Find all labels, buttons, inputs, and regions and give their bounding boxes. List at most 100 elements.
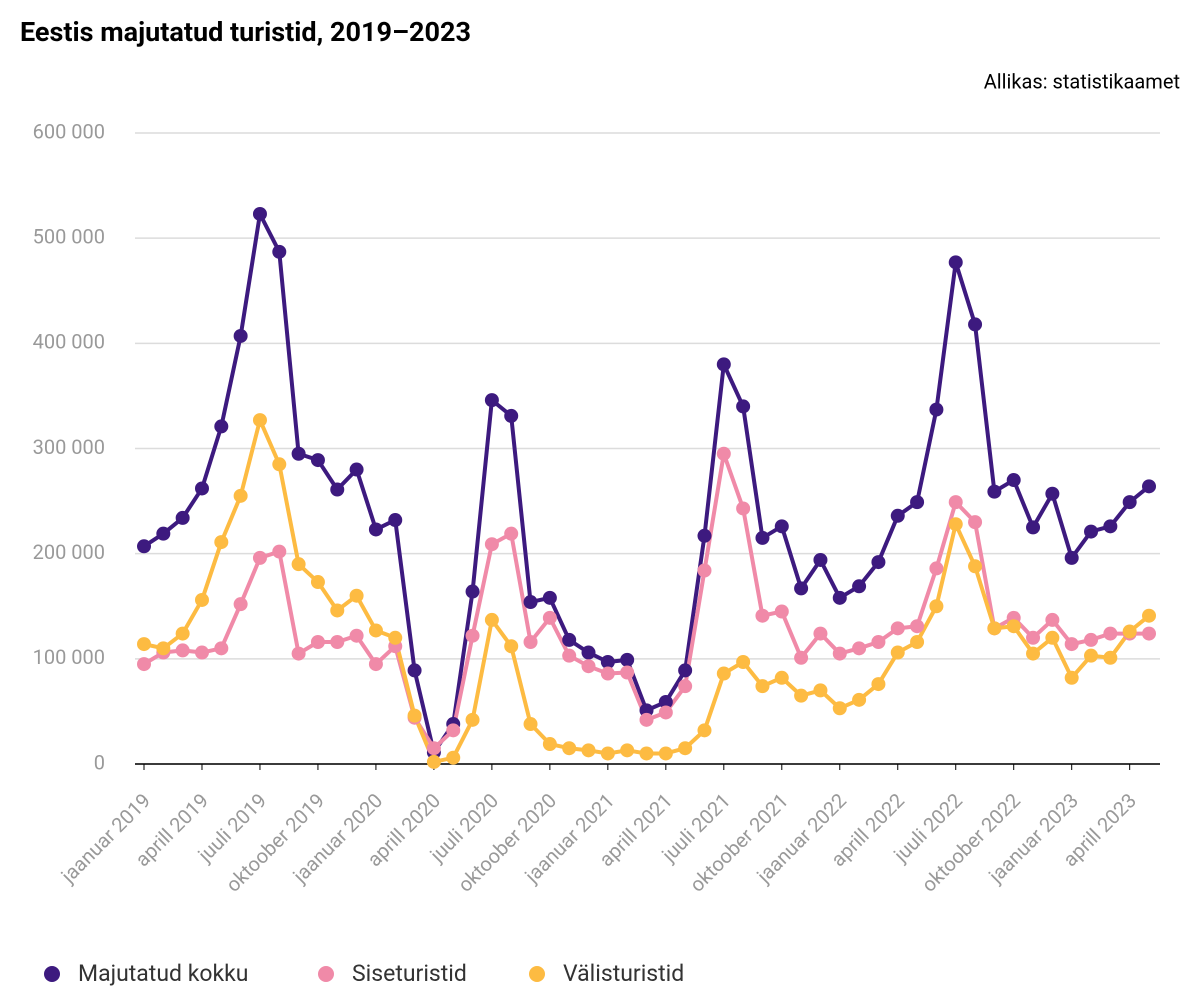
data-point [349,462,364,477]
data-point [755,530,770,545]
data-point [562,648,577,663]
data-point [137,657,151,672]
data-point [697,528,712,543]
data-point [465,712,480,727]
data-point [1142,608,1156,623]
data-point [852,641,867,656]
data-point [330,603,345,618]
data-point [890,621,905,636]
data-point [291,646,306,661]
data-point [948,517,963,532]
data-point [697,723,712,738]
data-point [581,659,596,674]
data-point [968,559,983,574]
data-point [465,584,480,599]
data-point [736,501,751,516]
y-tick-label: 400 000 [33,330,105,354]
data-point [1122,624,1137,639]
data-point [620,743,635,758]
data-point [523,717,538,732]
data-point [968,515,983,530]
legend-marker [529,966,545,982]
data-point [813,552,828,567]
data-point [832,590,847,605]
source: Allikas: statistikaamet [984,69,1180,93]
data-point [1103,650,1118,665]
data-point [890,645,905,660]
data-point [581,743,596,758]
data-point [774,604,789,619]
data-point [233,328,248,343]
data-point [214,535,229,550]
data-point [716,666,731,681]
data-point [948,495,963,510]
data-point [1026,520,1041,535]
data-point [948,255,963,270]
data-point [291,557,306,572]
data-point [368,623,383,638]
data-point [929,402,944,417]
data-point [291,446,306,461]
data-point [233,488,248,503]
y-tick-label: 0 [94,750,105,774]
data-point [426,741,441,756]
data-point [233,597,248,612]
data-point [774,519,789,534]
data-point [252,550,267,565]
data-point [368,657,383,672]
data-point [484,612,499,627]
data-point [562,741,577,756]
y-tick-label: 600 000 [33,119,105,143]
data-point [1084,632,1099,647]
data-point [175,626,190,641]
legend-label: Siseturistid [352,960,467,987]
data-point [484,393,499,408]
data-point [736,399,751,414]
data-point [388,630,403,645]
chart-title: Eestis majutatud turistid, 2019–2023 [20,16,471,48]
data-point [446,723,461,738]
data-point [523,595,538,610]
data-point [600,746,615,761]
data-point [407,663,422,678]
data-point [137,539,151,554]
data-point [175,510,190,525]
data-point [194,645,209,660]
legend-label: Majutatud kokku [78,960,248,987]
data-point [349,628,364,643]
data-point [581,645,596,660]
data-point [1064,637,1079,652]
data-point [504,408,519,423]
data-point [910,635,925,650]
data-point [156,641,171,656]
data-point [214,419,229,434]
data-point [175,643,190,658]
data-point [639,746,654,761]
data-point [484,537,499,552]
data-point [852,692,867,707]
data-point [987,621,1002,636]
data-point [194,481,209,496]
data-point [697,563,712,578]
data-point [871,635,886,650]
data-point [620,665,635,680]
data-point [368,522,383,537]
data-point [330,635,345,650]
data-point [252,206,267,221]
data-point [794,688,809,703]
data-point [755,679,770,694]
data-point [658,746,673,761]
data-point [252,413,267,428]
data-point [1045,486,1060,501]
data-point [523,635,538,650]
data-point [1142,479,1156,494]
data-point [272,457,287,472]
data-point [871,555,886,570]
data-point [562,632,577,647]
y-tick-label: 100 000 [33,645,105,669]
data-point [1006,619,1021,634]
x-tick-label: jaanuar 2019 [55,788,155,888]
data-point [407,708,422,723]
data-point [639,712,654,727]
data-point [852,579,867,594]
